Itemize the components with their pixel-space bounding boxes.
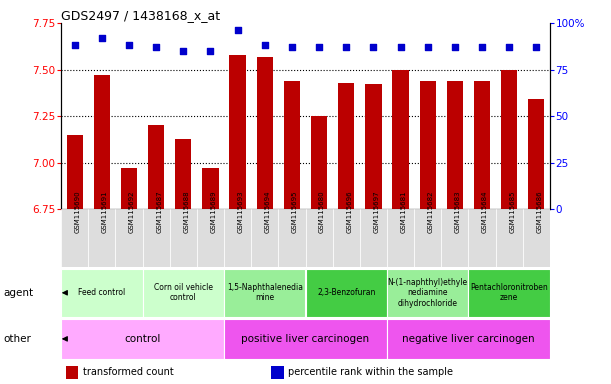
Bar [115,209,142,267]
Text: GSM115687: GSM115687 [156,191,162,233]
Bar [224,269,306,317]
Point [97,35,107,41]
Bar [170,209,197,267]
Bar [365,84,381,209]
Bar [306,269,387,317]
Bar [387,209,414,267]
Bar [387,269,469,317]
Bar [142,209,170,267]
Bar [469,209,496,267]
Bar [61,209,88,267]
Point [314,44,324,50]
Bar [420,81,436,209]
Bar [387,319,550,359]
Bar [338,83,354,209]
Bar [175,139,191,209]
Point [477,44,487,50]
Text: GSM115684: GSM115684 [482,191,488,233]
Bar [271,366,284,379]
Text: GSM115690: GSM115690 [75,191,81,233]
Bar [251,209,279,267]
Bar [279,209,306,267]
Text: GSM115696: GSM115696 [346,191,352,233]
Point [70,42,79,48]
Text: Pentachloronitroben
zene: Pentachloronitroben zene [470,283,548,303]
Text: GSM115686: GSM115686 [536,191,543,233]
Text: GSM115681: GSM115681 [401,191,406,233]
Point [124,42,134,48]
Text: other: other [3,334,31,344]
Bar [474,81,490,209]
Text: GSM115692: GSM115692 [129,191,135,233]
Bar [230,55,246,209]
Text: Feed control: Feed control [78,288,125,297]
Text: GSM115694: GSM115694 [265,191,271,233]
Bar [306,209,332,267]
Point [178,48,188,54]
Text: GSM115691: GSM115691 [102,191,108,233]
Point [287,44,297,50]
Text: Corn oil vehicle
control: Corn oil vehicle control [154,283,213,303]
Text: GSM115688: GSM115688 [183,191,189,233]
Bar [528,99,544,209]
Point [396,44,406,50]
Bar [121,168,137,209]
Text: 1,5-Naphthalenedia
mine: 1,5-Naphthalenedia mine [227,283,303,303]
Bar [66,366,78,379]
Bar [224,209,251,267]
Bar [67,135,83,209]
Bar [501,70,518,209]
Text: 2,3-Benzofuran: 2,3-Benzofuran [317,288,375,297]
Text: GSM115697: GSM115697 [373,191,379,233]
Bar [360,209,387,267]
Point [423,44,433,50]
Bar [441,209,469,267]
Point [233,27,243,33]
Bar [61,319,224,359]
Text: control: control [125,334,161,344]
Bar [93,75,110,209]
Point [504,44,514,50]
Text: GDS2497 / 1438168_x_at: GDS2497 / 1438168_x_at [61,9,220,22]
Text: GSM115680: GSM115680 [319,191,325,233]
Point [368,44,378,50]
Text: GSM115693: GSM115693 [238,191,244,233]
Bar [311,116,327,209]
Text: negative liver carcinogen: negative liver carcinogen [402,334,535,344]
Bar [202,168,219,209]
Bar [61,269,142,317]
Text: GSM115695: GSM115695 [292,191,298,233]
Text: positive liver carcinogen: positive liver carcinogen [241,334,370,344]
Bar [257,56,273,209]
Bar [332,209,360,267]
Point [152,44,161,50]
Bar [148,126,164,209]
Text: GSM115689: GSM115689 [210,191,216,233]
Bar [284,81,300,209]
Bar [414,209,441,267]
Point [342,44,351,50]
Point [205,48,215,54]
Text: GSM115682: GSM115682 [428,191,434,233]
Bar [469,269,550,317]
Bar [523,209,550,267]
Point [260,42,269,48]
Bar [224,319,387,359]
Point [450,44,459,50]
Text: transformed count: transformed count [83,367,174,377]
Bar [392,70,409,209]
Point [532,44,541,50]
Bar [142,269,224,317]
Text: percentile rank within the sample: percentile rank within the sample [288,367,453,377]
Bar [496,209,523,267]
Bar [88,209,115,267]
Bar [197,209,224,267]
Bar [447,81,463,209]
Text: GSM115683: GSM115683 [455,191,461,233]
Text: N-(1-naphthyl)ethyle
nediamine
dihydrochloride: N-(1-naphthyl)ethyle nediamine dihydroch… [387,278,468,308]
Text: GSM115685: GSM115685 [509,191,515,233]
Text: agent: agent [3,288,33,298]
